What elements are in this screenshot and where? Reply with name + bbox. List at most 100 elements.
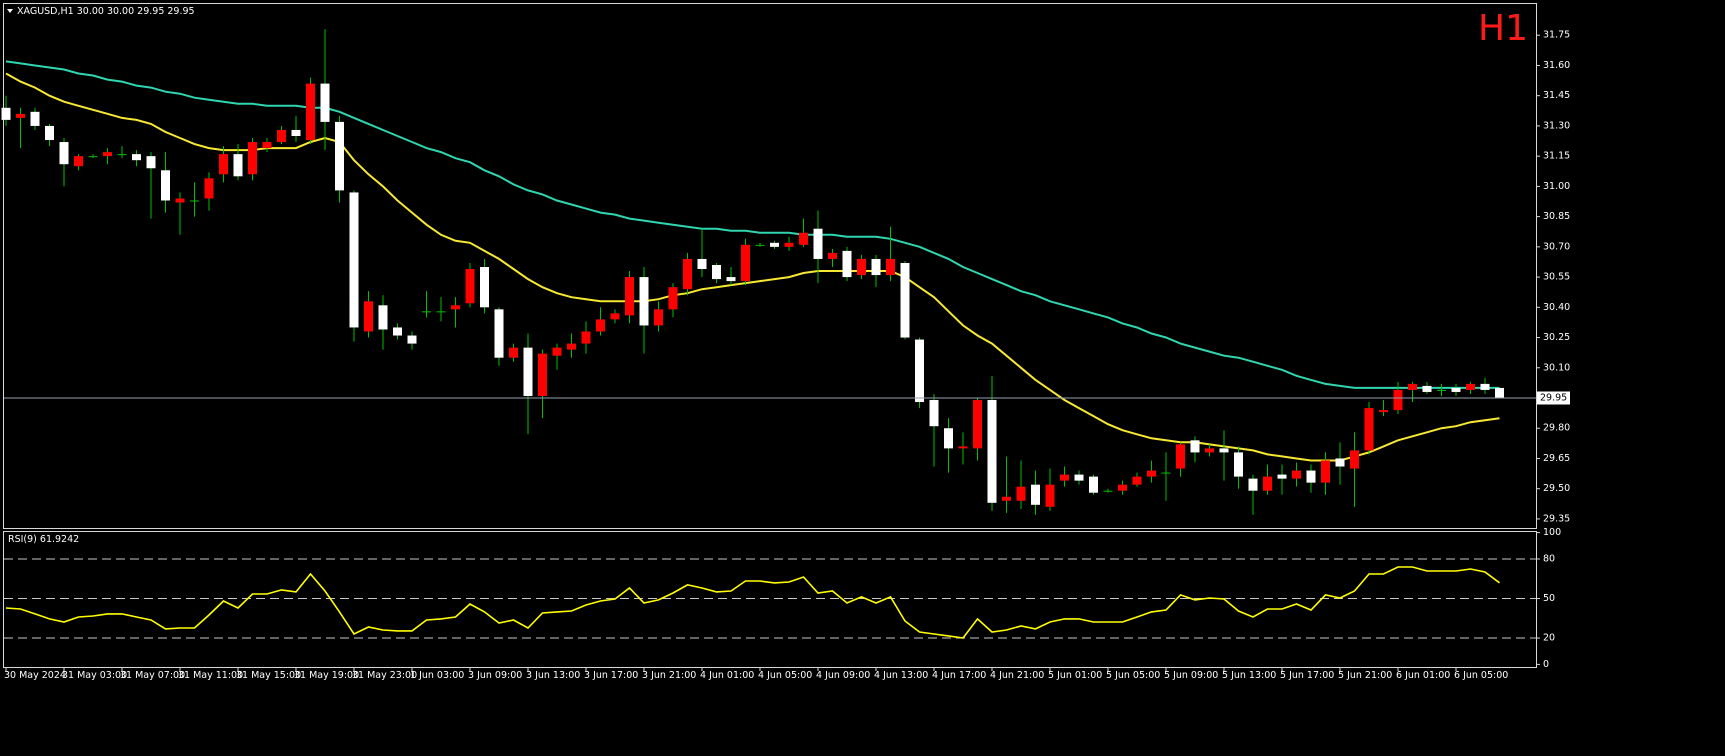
candle-body xyxy=(799,232,808,245)
candle-body xyxy=(175,198,185,203)
candle-body xyxy=(523,347,533,396)
y-tick-label: 50 xyxy=(1543,593,1555,604)
y-tick-label: 0 xyxy=(1543,659,1549,670)
candle-body xyxy=(929,400,939,427)
candle-body xyxy=(886,258,895,276)
candle-body xyxy=(1248,478,1258,491)
candle-body xyxy=(335,121,344,191)
candle-body xyxy=(1292,470,1301,479)
candle-body xyxy=(581,331,591,344)
candle-body xyxy=(842,250,852,278)
x-tick-label: 3 Jun 13:00 xyxy=(526,670,580,681)
y-tick-label: 30.25 xyxy=(1543,332,1570,343)
candle-body xyxy=(755,244,765,246)
last-price-box xyxy=(1537,391,1570,405)
candle-body xyxy=(712,264,721,280)
y-tick-label: 29.35 xyxy=(1543,513,1570,524)
candle-body xyxy=(958,446,968,449)
candle-body xyxy=(770,242,779,247)
candle-body xyxy=(1321,460,1330,483)
candle-body xyxy=(1016,486,1026,501)
x-tick-label: 5 Jun 17:00 xyxy=(1280,670,1334,681)
candle-body xyxy=(1190,440,1200,453)
candle-body xyxy=(639,277,649,326)
y-tick-label: 31.75 xyxy=(1543,30,1570,41)
symbol-menu-arrow[interactable] xyxy=(7,9,13,13)
x-tick-label: 1 Jun 03:00 xyxy=(410,670,464,681)
x-tick-label: 5 Jun 21:00 xyxy=(1338,670,1392,681)
candle-body xyxy=(494,309,504,358)
candle-body xyxy=(1219,448,1229,453)
candle-body xyxy=(480,267,489,308)
candle-body xyxy=(683,258,692,290)
candle-body xyxy=(1089,476,1098,493)
y-tick-label: 30.70 xyxy=(1543,241,1570,252)
candle-body xyxy=(1451,387,1461,392)
candle-body xyxy=(538,353,547,396)
main-panel-frame xyxy=(3,3,1537,529)
candle-body xyxy=(1379,410,1388,413)
candle-body xyxy=(349,192,359,328)
candle-body xyxy=(248,142,257,175)
y-tick-label: 80 xyxy=(1543,553,1555,564)
x-tick-label: 4 Jun 05:00 xyxy=(758,670,812,681)
candle-body xyxy=(654,309,663,326)
candle-body xyxy=(103,152,112,157)
candle-body xyxy=(1031,484,1040,505)
x-tick-label: 31 May 11:00 xyxy=(178,670,243,681)
rsi-header: RSI(9) 61.9242 xyxy=(8,534,79,545)
candle-body xyxy=(364,301,373,332)
x-tick-label: 3 Jun 09:00 xyxy=(468,670,522,681)
y-tick-label: 31.30 xyxy=(1543,120,1570,131)
y-tick-label: 31.45 xyxy=(1543,90,1570,101)
candle-body xyxy=(567,343,576,350)
x-tick-label: 5 Jun 09:00 xyxy=(1164,670,1218,681)
rsi-line xyxy=(5,566,1500,639)
candle-body xyxy=(1364,408,1374,451)
candle-body xyxy=(871,258,881,276)
x-tick-label: 6 Jun 05:00 xyxy=(1454,670,1508,681)
candle-body xyxy=(451,305,460,310)
candle-body xyxy=(16,113,25,118)
candle-body xyxy=(117,154,127,156)
candle-body xyxy=(219,154,228,175)
x-tick-label: 31 May 23:00 xyxy=(352,670,417,681)
candle-body xyxy=(697,258,707,270)
candle-body xyxy=(726,277,736,282)
candle-body xyxy=(1422,385,1432,392)
candle-body xyxy=(393,327,402,336)
candle-body xyxy=(277,129,286,143)
candle-body xyxy=(30,111,40,126)
x-tick-label: 5 Jun 13:00 xyxy=(1222,670,1276,681)
candle-body xyxy=(1393,389,1403,411)
x-tick-label: 5 Jun 01:00 xyxy=(1048,670,1102,681)
candle-body xyxy=(59,142,69,165)
y-tick-label: 31.15 xyxy=(1543,151,1570,162)
candle-body xyxy=(1118,484,1127,491)
candle-body xyxy=(857,258,866,276)
candle-body xyxy=(900,262,910,338)
candle-body xyxy=(291,129,301,136)
candle-body xyxy=(1147,470,1156,477)
x-tick-label: 4 Jun 13:00 xyxy=(874,670,928,681)
candle-body xyxy=(407,335,417,344)
y-tick-label: 30.10 xyxy=(1543,362,1570,373)
candle-body xyxy=(233,154,243,177)
candle-body xyxy=(132,154,141,161)
x-tick-label: 4 Jun 09:00 xyxy=(816,670,870,681)
candle-body xyxy=(378,305,388,330)
y-tick-label: 31.00 xyxy=(1543,181,1570,192)
x-tick-label: 4 Jun 21:00 xyxy=(990,670,1044,681)
x-tick-label: 6 Jun 01:00 xyxy=(1396,670,1450,681)
candle-body xyxy=(1,107,11,120)
candle-body xyxy=(625,277,634,316)
candle-body xyxy=(552,347,562,356)
candle-body xyxy=(262,142,272,149)
candle-body xyxy=(1350,450,1359,469)
candle-body xyxy=(161,170,170,201)
y-tick-label: 29.50 xyxy=(1543,483,1570,494)
x-tick-label: 30 May 2024 xyxy=(4,670,66,681)
x-tick-label: 3 Jun 17:00 xyxy=(584,670,638,681)
x-tick-label: 31 May 03:00 xyxy=(62,670,127,681)
